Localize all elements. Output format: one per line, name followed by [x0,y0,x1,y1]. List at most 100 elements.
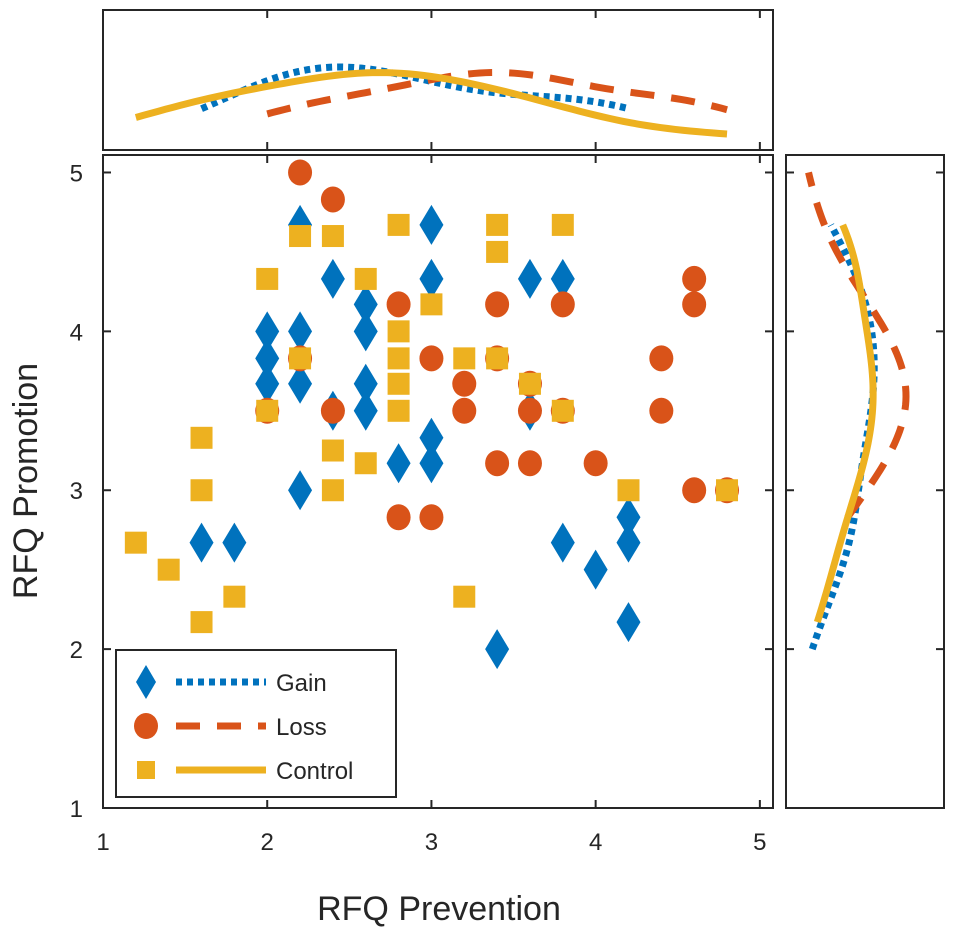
gain-point [616,602,641,643]
control-point [354,452,377,475]
y-tick-label: 1 [70,796,83,823]
loss-point [485,450,510,477]
control-point [486,240,509,263]
x-axis-label: RFQ Prevention [317,890,561,928]
gain-point [550,522,575,563]
legend-entry-gain: Gain [136,665,327,699]
y-tick-label: 4 [70,319,83,346]
gain-point [419,258,444,299]
loss-point [485,291,510,318]
loss-point [517,397,542,424]
control-point [486,213,509,236]
gain-point [255,338,280,379]
gain-point [222,522,247,563]
loss-point [649,345,674,372]
gain-point [255,363,280,404]
control-point [289,347,312,370]
y-tick-label: 2 [70,637,83,664]
control-point [551,213,574,236]
loss-point [583,450,608,477]
control-point [190,426,213,449]
gain-point [255,311,280,352]
circle-marker-icon [134,713,158,739]
gain-point [485,629,510,670]
legend: Gain Loss Control [115,649,397,798]
gain-point [353,311,378,352]
control-point [190,479,213,502]
loss-point [550,291,575,318]
control-point [387,372,410,395]
control-point [321,479,344,502]
gain-point [353,363,378,404]
gain-point [288,363,313,404]
control-point [551,399,574,422]
right-density-control [813,223,877,624]
loss-point [320,186,345,213]
x-tick-label: 3 [425,829,438,856]
series-control-points [124,213,739,634]
loss-point [649,397,674,424]
top-density-loss [266,68,728,118]
control-point [518,372,541,395]
gain-point [320,258,345,299]
x-tick-label: 5 [753,829,766,856]
loss-point [452,370,477,397]
legend-label: Loss [276,714,327,741]
gain-point [616,497,641,538]
gain-point [386,443,411,484]
top-density-control [134,69,728,138]
right-density-loss [805,171,910,520]
control-point [453,585,476,608]
loss-point [320,397,345,424]
control-point [387,399,410,422]
y-tick-label: 3 [70,478,83,505]
gain-point [583,549,608,590]
x-tick-label: 4 [589,829,602,856]
gain-point [419,204,444,245]
y-tick-label: 5 [70,160,83,187]
loss-point [386,504,411,531]
control-point [157,558,180,581]
x-tick-label: 1 [96,829,109,856]
legend-box [115,649,397,798]
loss-point [682,477,707,504]
gain-point [616,522,641,563]
legend-entry-control: Control [137,758,353,785]
gain-point [288,470,313,511]
top-marginal-density-panel [102,9,774,151]
control-point [716,479,739,502]
control-point [190,611,213,634]
control-point [387,320,410,343]
control-point [321,439,344,462]
control-point [387,347,410,370]
gain-point [288,311,313,352]
control-point [289,225,312,248]
legend-entry-loss: Loss [134,713,327,741]
control-point [387,213,410,236]
control-point [223,585,246,608]
gain-point [353,284,378,325]
loss-point [386,291,411,318]
gain-point [517,258,542,299]
main-axes-box [102,154,774,809]
square-marker-icon [137,761,155,779]
series-gain-points [189,204,641,670]
y-axis-label: RFQ Promotion [7,363,45,599]
gain-point [189,522,214,563]
right-density-gain [808,223,878,651]
control-point [486,347,509,370]
loss-point [452,397,477,424]
control-point [420,293,443,316]
control-point [256,399,279,422]
control-point [354,267,377,290]
gain-point [550,258,575,299]
gain-point [419,417,444,458]
control-point [321,225,344,248]
x-tick-label: 2 [261,829,274,856]
control-point [256,267,279,290]
legend-label: Gain [276,670,327,697]
gain-point [419,443,444,484]
diamond-marker-icon [136,665,156,699]
loss-point [288,159,313,186]
